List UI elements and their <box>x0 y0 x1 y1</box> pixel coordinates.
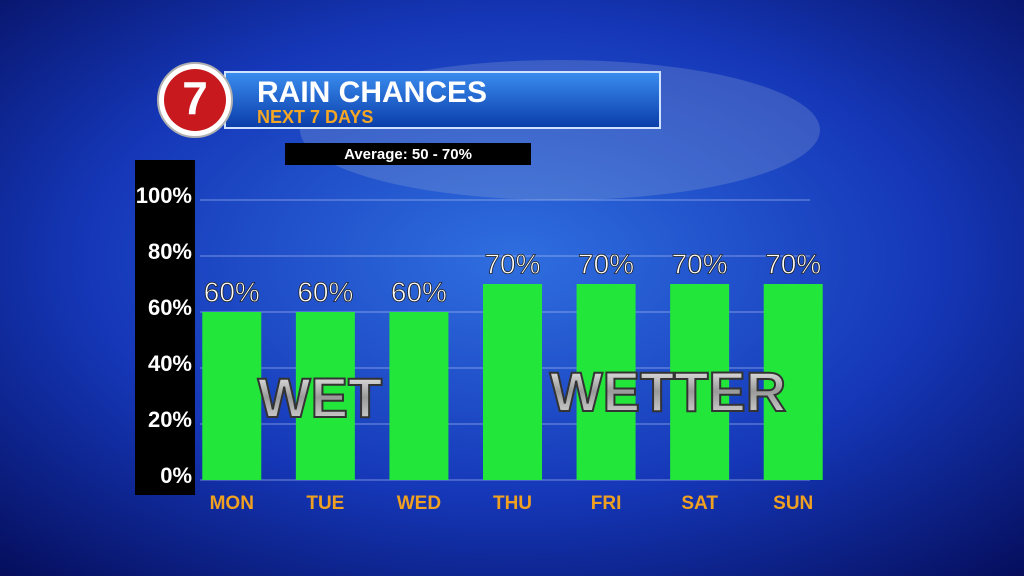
bar <box>483 284 542 480</box>
y-tick-label: 0% <box>160 463 192 488</box>
plot: 0% 20% 40% 60% 80% 100% MON 60% TUE 60% WED 60% THU 7… <box>136 183 823 514</box>
y-tick-label: 60% <box>148 295 192 320</box>
bar <box>763 284 823 480</box>
logo-disc <box>164 69 226 131</box>
chart-title: RAIN CHANCES <box>257 76 487 109</box>
annotation: WETTER <box>550 360 786 423</box>
annotation: WET <box>258 366 382 429</box>
bar <box>295 312 355 480</box>
y-tick-label: 80% <box>148 239 192 264</box>
value-label: 70% <box>672 248 728 279</box>
chart-subtitle: NEXT 7 DAYS <box>257 107 373 127</box>
bar <box>576 284 636 480</box>
value-label: 70% <box>484 248 540 279</box>
x-tick-label: FRI <box>591 493 622 514</box>
x-tick-label: THU <box>493 493 532 514</box>
bar <box>202 312 262 480</box>
y-tick-label: 40% <box>148 351 192 376</box>
value-label: 60% <box>297 276 353 307</box>
x-tick-label: SAT <box>681 493 718 514</box>
title-banner <box>224 71 661 129</box>
x-tick-label: TUE <box>306 493 344 514</box>
y-axis-panel <box>135 160 195 495</box>
bar <box>389 312 449 480</box>
y-tick-label: 100% <box>136 183 192 208</box>
y-tick-label: 20% <box>148 407 192 432</box>
note: Average: 50 - 70% <box>344 146 472 163</box>
x-tick-label: SUN <box>773 493 813 514</box>
x-tick-label: WED <box>397 493 441 514</box>
value-label: 60% <box>204 276 260 307</box>
logo-text: 7 <box>182 72 208 124</box>
x-tick-label: MON <box>210 493 254 514</box>
value-label: 60% <box>391 276 447 307</box>
value-label: 70% <box>578 248 634 279</box>
bar <box>670 284 730 480</box>
note-box <box>285 143 531 165</box>
value-label: 70% <box>765 248 821 279</box>
